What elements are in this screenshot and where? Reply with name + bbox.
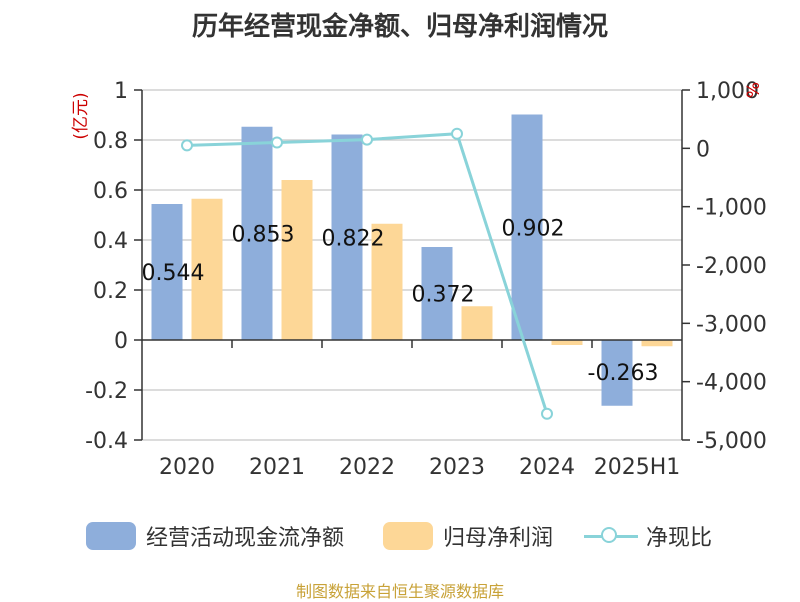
left-tick-label: 0.6 bbox=[93, 179, 128, 204]
right-tick-label: -1,000 bbox=[696, 196, 767, 221]
ratio-point bbox=[181, 139, 193, 152]
data-label-ocf: 0.853 bbox=[232, 222, 295, 247]
bar-layer bbox=[151, 114, 673, 406]
legend-label-ocf: 经营活动现金流净额 bbox=[146, 526, 345, 551]
bar-ocf bbox=[151, 204, 183, 340]
bar-ocf bbox=[601, 340, 633, 406]
legend-item-ocf[interactable]: 经营活动现金流净额 bbox=[86, 518, 344, 554]
legend: 经营活动现金流净额 归母净利润 净现比 bbox=[0, 518, 800, 554]
x-tick-label: 2022 bbox=[339, 455, 395, 480]
legend-swatch-ocf bbox=[86, 522, 136, 550]
bar-ocf bbox=[421, 247, 453, 340]
legend-label-profit: 归母净利润 bbox=[443, 526, 554, 551]
legend-item-profit[interactable]: 归母净利润 bbox=[383, 518, 553, 554]
legend-item-ratio[interactable]: 净现比 bbox=[584, 518, 712, 554]
legend-swatch-ratio bbox=[584, 522, 638, 550]
right-tick-label: -4,000 bbox=[696, 371, 767, 396]
bar-ocf bbox=[241, 126, 273, 340]
bar-ocf bbox=[511, 114, 543, 340]
right-tick-label: 0 bbox=[696, 137, 710, 162]
bar-profit bbox=[641, 340, 673, 347]
ratio-line bbox=[186, 132, 549, 415]
bar-profit bbox=[371, 223, 403, 340]
bar-profit bbox=[191, 198, 223, 340]
left-tick-label: -0.4 bbox=[85, 429, 128, 454]
bar-profit bbox=[551, 340, 583, 345]
bar-ocf bbox=[331, 134, 363, 340]
left-tick-label: 0.8 bbox=[93, 129, 128, 154]
chart-title: 历年经营现金净额、归母净利润情况 bbox=[191, 12, 608, 42]
right-tick-label: -2,000 bbox=[696, 254, 767, 279]
grid-lines bbox=[142, 89, 682, 441]
data-label-ocf: -0.263 bbox=[588, 361, 659, 386]
data-label-ocf: 0.822 bbox=[322, 226, 385, 251]
ratio-point bbox=[541, 407, 553, 420]
right-tick-label: -5,000 bbox=[696, 429, 767, 454]
x-tick-label: 2021 bbox=[249, 455, 305, 480]
data-labels: 0.544 0.853 0.822 0.372 0.902 -0.263 bbox=[142, 216, 659, 386]
x-tick-label: 2025H1 bbox=[594, 455, 681, 480]
legend-label-ratio: 净现比 bbox=[646, 526, 713, 551]
left-tick-label: 1 bbox=[114, 79, 128, 104]
right-axis-unit: % bbox=[744, 82, 764, 98]
left-tick-label: -0.2 bbox=[85, 379, 128, 404]
axes: 1 0.8 0.6 0.4 0.2 0 -0.2 -0.4 1,000 0 -1,000 -2,000… bbox=[71, 79, 767, 480]
ratio-point bbox=[361, 133, 373, 146]
source-note: 制图数据来自恒生聚源数据库 bbox=[295, 582, 504, 601]
x-tick-label: 2023 bbox=[429, 455, 485, 480]
ratio-point bbox=[271, 136, 283, 149]
data-label-ocf: 0.902 bbox=[502, 216, 565, 241]
left-tick-label: 0.2 bbox=[93, 279, 128, 304]
left-tick-label: 0.4 bbox=[93, 229, 128, 254]
x-tick-label: 2020 bbox=[159, 455, 215, 480]
legend-swatch-profit bbox=[383, 522, 433, 550]
data-label-ocf: 0.544 bbox=[142, 261, 205, 286]
bar-profit bbox=[461, 306, 493, 340]
right-tick-label: -3,000 bbox=[696, 312, 767, 337]
x-tick-label: 2024 bbox=[519, 455, 575, 480]
left-tick-label: 0 bbox=[114, 329, 128, 354]
bar-profit bbox=[281, 180, 313, 340]
left-axis-unit: (亿元) bbox=[71, 92, 91, 139]
ratio-point bbox=[451, 127, 463, 140]
ratio-line-layer bbox=[181, 127, 553, 420]
right-tick-label: 1,000 bbox=[696, 79, 759, 104]
data-label-ocf: 0.372 bbox=[412, 283, 475, 308]
